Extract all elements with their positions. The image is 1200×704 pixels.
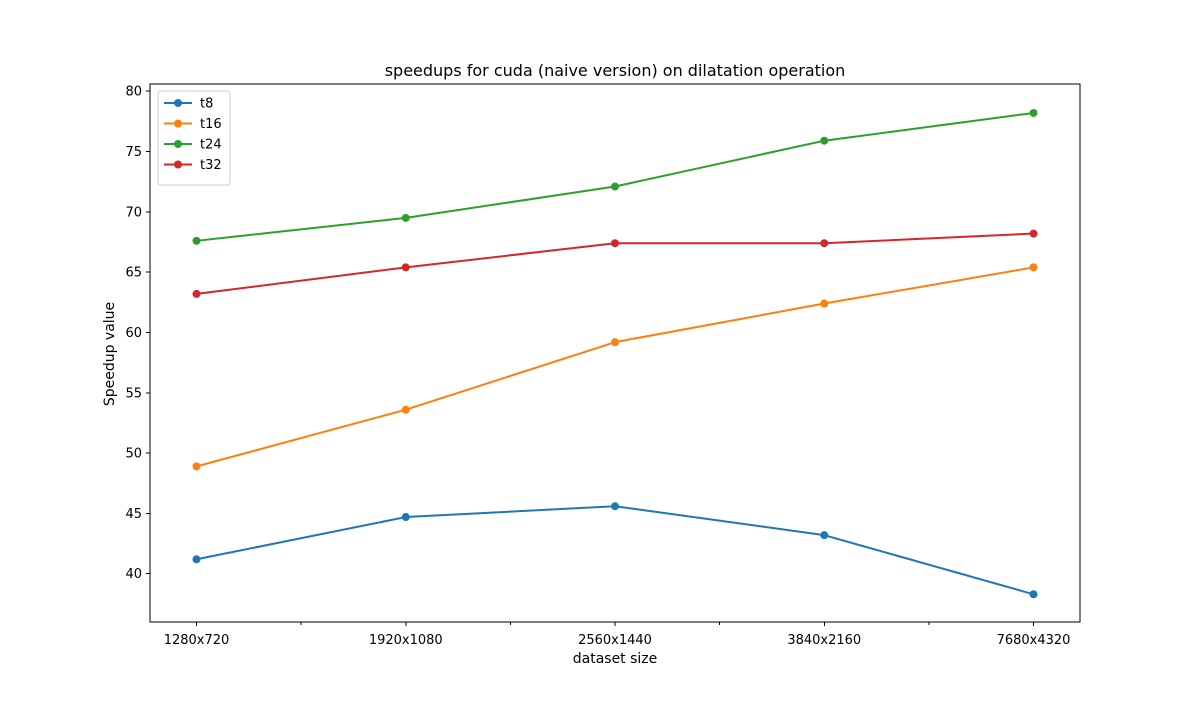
- y-tick-label: 55: [125, 386, 142, 401]
- y-tick-label: 65: [125, 266, 142, 281]
- data-point-t8-3: [820, 531, 829, 540]
- y-tick-label: 60: [125, 326, 142, 341]
- data-point-t32-4: [1029, 229, 1038, 238]
- data-point-t8-0: [192, 555, 201, 564]
- legend: t8 t16 t24 t32: [157, 90, 231, 186]
- data-point-t16-3: [820, 299, 829, 308]
- data-point-t8-1: [401, 513, 410, 522]
- legend-label-t8: t8: [200, 97, 213, 112]
- y-tick-label: 45: [125, 507, 142, 522]
- data-point-t24-3: [820, 136, 829, 145]
- x-tick-label: 2560x1440: [578, 633, 652, 648]
- x-tick-label: 1920x1080: [369, 633, 443, 648]
- y-tick-label: 70: [125, 205, 142, 220]
- data-point-t32-1: [401, 263, 410, 272]
- data-point-t8-4: [1029, 590, 1038, 599]
- data-point-t24-0: [192, 236, 201, 245]
- data-point-t32-3: [820, 239, 829, 248]
- data-point-t16-0: [192, 462, 201, 471]
- data-point-t24-1: [401, 213, 410, 222]
- legend-label-t16: t16: [200, 117, 222, 132]
- chart-title: speedups for cuda (naive version) on dil…: [385, 61, 846, 80]
- x-axis-label: dataset size: [573, 651, 658, 667]
- data-point-t16-1: [401, 405, 410, 414]
- data-point-t16-2: [611, 338, 619, 347]
- data-point-t16-4: [1029, 263, 1038, 272]
- data-point-t24-2: [611, 182, 619, 191]
- legend-label-t32: t32: [200, 158, 222, 173]
- data-point-t8-2: [611, 502, 619, 511]
- data-point-t32-0: [192, 289, 201, 298]
- y-tick-label: 50: [125, 447, 142, 462]
- legend-marker-t24: [174, 140, 182, 148]
- plot-area: 40 45 50 55 60 65 70 75 80 1280x720 1920x1080 2560x…: [125, 83, 1081, 648]
- y-tick-label: 40: [125, 567, 142, 582]
- y-tick-label: 75: [125, 145, 142, 160]
- x-tick-label: 7680x4320: [997, 633, 1071, 648]
- x-tick-label: 1280x720: [164, 633, 230, 648]
- y-tick-label: 80: [125, 85, 142, 100]
- data-point-t32-2: [611, 239, 619, 248]
- legend-marker-t16: [174, 119, 182, 128]
- legend-marker-t32: [174, 160, 182, 169]
- legend-marker-t8: [174, 99, 182, 107]
- x-tick-label: 3840x2160: [787, 633, 861, 648]
- legend-label-t24: t24: [200, 138, 222, 153]
- data-point-t24-4: [1029, 108, 1038, 117]
- y-axis-label: Speedup value: [102, 302, 118, 406]
